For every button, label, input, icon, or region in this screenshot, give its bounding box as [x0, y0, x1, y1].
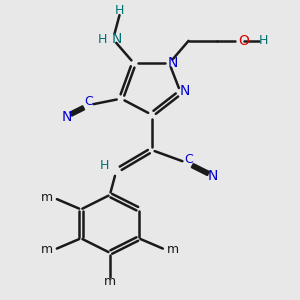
Text: m: m	[41, 191, 53, 204]
Text: N: N	[167, 56, 178, 70]
Text: N: N	[207, 169, 218, 183]
Text: C: C	[84, 95, 93, 108]
Text: m: m	[104, 275, 116, 288]
Text: m: m	[41, 243, 53, 256]
Text: H: H	[115, 4, 124, 17]
Text: N: N	[112, 32, 122, 46]
Text: O: O	[238, 34, 249, 48]
Text: C: C	[184, 153, 193, 166]
Text: m: m	[167, 243, 179, 256]
Text: H: H	[99, 159, 109, 172]
Text: N: N	[61, 110, 72, 124]
Text: H: H	[258, 34, 268, 47]
Text: N: N	[180, 84, 190, 98]
Text: H: H	[98, 33, 107, 46]
